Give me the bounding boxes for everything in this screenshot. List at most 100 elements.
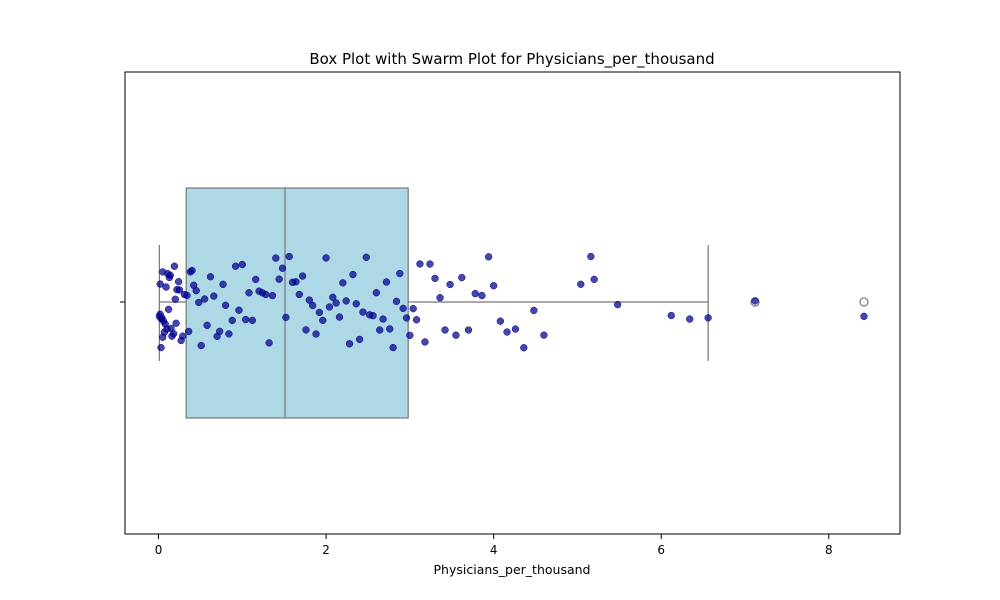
x-tick-label: 8 [825,543,833,557]
data-point [372,289,381,297]
x-tick-label: 0 [155,543,163,557]
data-point [382,278,391,286]
data-point [362,253,370,261]
data-point [309,301,317,310]
data-point [399,304,407,312]
data-point [352,300,360,308]
data-point [335,313,344,321]
data-point [171,295,179,303]
data-point [282,313,290,322]
data-point [464,326,473,334]
data-point [386,325,394,333]
data-point [577,280,585,288]
data-point [248,316,257,325]
data-point [342,297,350,305]
data-point [183,291,191,300]
data-point [179,332,187,340]
data-point [169,329,178,338]
data-point [489,282,498,290]
data-point [305,296,313,304]
data-point [355,335,364,344]
data-point [262,290,270,299]
data-point [241,315,250,324]
data-point [452,331,460,339]
data-point [416,260,424,268]
data-point [478,291,486,300]
data-point [349,270,357,279]
data-point [446,280,454,289]
data-point [359,308,367,316]
data-point [686,315,694,323]
data-point [667,311,675,320]
data-point [272,254,280,262]
data-point [315,308,324,317]
data-point [170,262,179,270]
data-point [332,299,340,307]
x-tick-label: 4 [490,543,498,557]
data-point [156,280,164,288]
data-point [219,280,227,288]
data-point [503,328,511,336]
box-iqr [185,187,409,419]
data-point [278,264,287,272]
data-point [751,297,759,305]
data-point [203,321,211,329]
data-point [484,253,493,261]
data-point [312,330,320,338]
plot-area [155,187,869,419]
data-point [369,312,377,320]
outlier-point [859,297,869,307]
data-point [345,340,354,348]
data-point [441,326,449,334]
data-point [252,275,260,284]
data-point [302,326,310,334]
data-point [265,339,273,347]
data-point [587,252,595,261]
data-point [225,330,233,338]
data-point [412,316,421,324]
data-point [376,326,384,334]
data-point [389,343,397,352]
x-tick-label: 6 [657,543,665,557]
data-point [325,303,334,311]
data-point [268,291,277,300]
data-point [162,283,170,291]
data-point [458,273,466,282]
data-point [210,292,218,300]
data-point [402,314,411,322]
data-point [245,289,253,297]
data-point [275,275,283,283]
data-point [409,304,417,313]
data-point [520,344,528,352]
data-point [704,314,712,322]
data-point [406,331,414,339]
data-point [157,343,165,352]
data-point [206,273,215,281]
data-point [235,306,243,314]
data-point [231,262,240,270]
data-point [172,319,180,327]
data-point [298,272,307,280]
plot-frame [124,71,901,535]
x-axis: 0 2 4 6 8 [120,301,833,557]
data-point [396,269,404,278]
data-point [613,300,622,309]
data-point [195,298,203,307]
data-point [392,297,401,305]
chart-title: Box Plot with Swarm Plot for Physicians_… [309,50,714,69]
data-point [421,338,429,346]
data-point [164,305,173,313]
data-point [471,289,479,298]
data-point [192,287,200,295]
data-point [329,293,337,301]
data-point [175,286,184,294]
data-point [431,274,439,283]
data-point [188,266,196,275]
data-point [216,327,224,335]
data-point [860,312,868,320]
data-point [238,260,246,269]
data-point [185,327,193,336]
data-point [496,317,505,325]
data-point [292,278,300,286]
